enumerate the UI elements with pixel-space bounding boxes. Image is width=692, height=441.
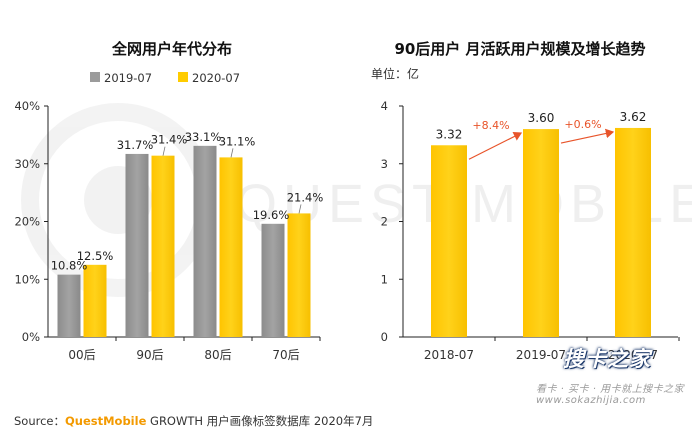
watermark-url: www.sokazhijia.com <box>536 395 646 406</box>
left-y-tick-label: 40% <box>14 99 40 113</box>
left-y-tick-label: 0% <box>22 330 40 344</box>
bar-2020 <box>83 264 107 337</box>
right-x-tick-label: 2018-07 <box>424 348 474 362</box>
right-x-tick-label: 2020-07 <box>608 348 658 362</box>
left-y-tick-label: 30% <box>14 157 40 171</box>
bar-2020 <box>151 155 175 337</box>
right-chart-unit: 单位：亿 <box>371 66 419 81</box>
right-y-tick-label: 0 <box>381 330 388 344</box>
bar-2019 <box>193 145 217 337</box>
left-legend: 2019-07 2020-07 <box>90 71 240 85</box>
bar-mau <box>615 127 651 337</box>
data-label-mau: 3.60 <box>528 111 555 125</box>
right-y-tick-label: 1 <box>381 272 388 286</box>
legend-label-2020: 2020-07 <box>192 71 240 85</box>
data-label-2020: 31.1% <box>219 134 256 148</box>
legend-label-2019: 2019-07 <box>104 71 152 85</box>
right-x-tick-label: 2019-07 <box>516 348 566 362</box>
growth-label: +8.4% <box>472 119 509 132</box>
data-label-leader <box>230 148 234 158</box>
data-label-2020: 21.4% <box>287 190 324 204</box>
data-label-2020: 31.4% <box>151 133 188 147</box>
left-bars: 00后 10.8%12.5% 90后 31.7%31.4% 80后 33.1%31.1% 7… <box>51 130 324 362</box>
bar-2020 <box>287 213 311 337</box>
data-label-2019: 19.6% <box>253 208 290 222</box>
left-chart-title: 全网用户年代分布 <box>111 40 232 58</box>
data-label-2020: 12.5% <box>77 249 114 263</box>
source-prefix: Source： <box>14 414 65 428</box>
legend-swatch-2019 <box>90 72 100 82</box>
data-label-mau: 3.32 <box>436 127 463 141</box>
left-y-tick-label: 20% <box>14 215 40 229</box>
growth-arrow <box>468 132 523 160</box>
watermark-tagline: 看卡 · 买卡 · 用卡就上搜卡之家 www.sokazhijia.com <box>536 380 684 406</box>
left-x-tick-label: 00后 <box>68 348 95 362</box>
left-axes: 0% 10% 20% 30% 40% <box>14 99 321 344</box>
watermark-tagline-text: 看卡 · 买卡 · 用卡就上搜卡之家 <box>536 384 685 395</box>
data-label-2019: 31.7% <box>117 138 154 152</box>
data-label-mau: 3.62 <box>620 110 647 124</box>
bar-2019 <box>57 274 81 337</box>
data-label-2019: 10.8% <box>51 259 88 273</box>
right-y-tick-label: 2 <box>381 215 388 229</box>
source-brand: QuestMobile <box>65 414 147 428</box>
source-note: Source：QuestMobile GROWTH 用户画像标签数据库 2020… <box>14 413 373 429</box>
data-label-leader <box>298 204 302 214</box>
bar-2019 <box>125 153 149 337</box>
legend-swatch-2020 <box>178 72 188 82</box>
bar-mau <box>431 145 467 337</box>
right-y-tick-label: 4 <box>381 99 388 113</box>
bar-mau <box>523 129 559 337</box>
bar-2020 <box>219 157 243 337</box>
bar-2019 <box>261 223 285 337</box>
left-y-tick-label: 10% <box>14 272 40 286</box>
right-y-tick-label: 3 <box>381 157 388 171</box>
right-chart-title: 90后用户 月活跃用户规模及增长趋势 <box>394 40 645 58</box>
growth-label: +0.6% <box>564 118 601 131</box>
left-x-tick-label: 90后 <box>136 348 163 362</box>
data-label-2019: 33.1% <box>185 130 222 144</box>
left-x-tick-label: 80后 <box>204 348 231 362</box>
watermark-site-name: 搜卡之家 <box>563 347 651 371</box>
source-suffix: GROWTH 用户画像标签数据库 2020年7月 <box>146 414 374 428</box>
left-x-tick-label: 70后 <box>272 348 299 362</box>
data-label-leader <box>162 146 166 156</box>
right-bars: 0 1 2 3 4 3.32 2018-07 3.60 2019-07 3.62 2020-07 +8… <box>381 99 680 362</box>
growth-arrow <box>560 128 615 144</box>
